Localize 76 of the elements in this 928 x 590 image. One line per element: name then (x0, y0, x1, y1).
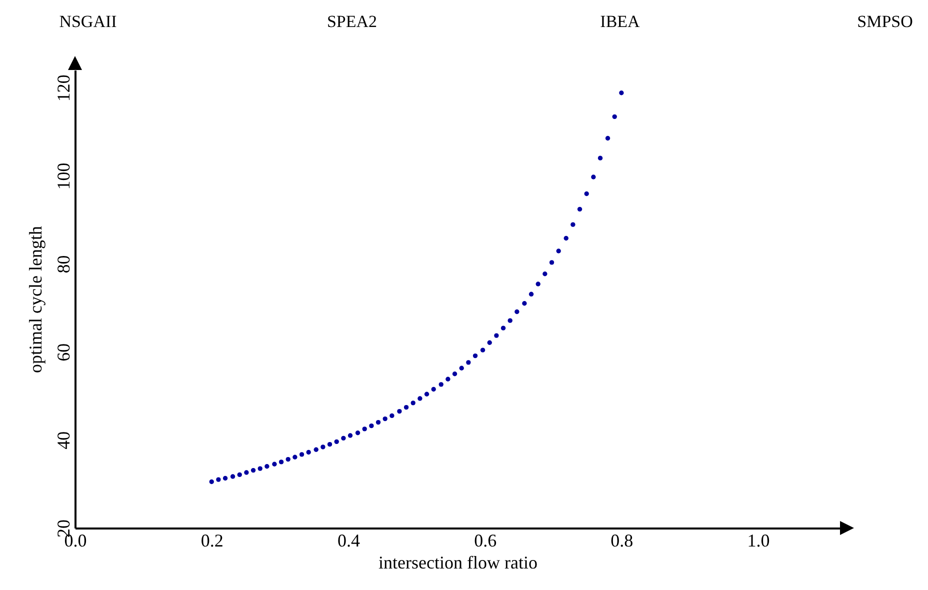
point (314, 447, 318, 452)
point (431, 386, 436, 392)
y-axis-title: optimal cycle length (26, 226, 46, 373)
point (522, 301, 527, 306)
point (494, 333, 499, 338)
point (508, 318, 512, 323)
point (619, 90, 624, 96)
point (480, 348, 486, 352)
point (598, 156, 603, 160)
point (376, 420, 381, 425)
point (459, 366, 464, 370)
point (264, 464, 270, 469)
point (397, 408, 402, 414)
point (362, 426, 367, 432)
point (591, 174, 596, 180)
point (564, 236, 568, 241)
y-tick-label: 40 (54, 431, 74, 450)
text: SPEA2 (326, 12, 378, 32)
point (209, 479, 214, 484)
point (306, 450, 311, 455)
point (446, 376, 450, 382)
x-tick-label: 0.2 (200, 530, 224, 550)
point (369, 423, 374, 428)
point (237, 472, 242, 478)
point (452, 372, 458, 376)
text: SMPSO (857, 12, 913, 32)
y-tick-label: 120 (54, 74, 74, 102)
point (341, 436, 346, 440)
point (584, 191, 589, 196)
point (487, 340, 492, 345)
point (355, 430, 360, 436)
point (424, 392, 430, 396)
point (577, 206, 582, 212)
point (278, 460, 284, 464)
point (222, 476, 228, 481)
point (410, 400, 416, 406)
text: IBEA (600, 12, 640, 32)
point (292, 454, 298, 460)
point (299, 452, 304, 457)
point (466, 360, 471, 365)
point (348, 433, 353, 438)
y-tick-label: 60 (54, 343, 74, 362)
point (250, 468, 256, 473)
x-tick-label: 1.0 (747, 530, 770, 550)
y-tick-label: 80 (54, 255, 74, 274)
x-axis-title: intersection flow ratio (378, 552, 538, 572)
text: NSGAII (59, 12, 117, 32)
point (382, 416, 388, 422)
point (536, 282, 540, 286)
point (404, 404, 409, 410)
point (258, 466, 262, 471)
point (556, 248, 561, 254)
point (390, 413, 394, 418)
point (286, 456, 290, 462)
point (542, 272, 548, 276)
x-tick-label: 0.8 (610, 530, 634, 550)
x-tick-label: 0.4 (337, 530, 360, 550)
point (528, 292, 534, 296)
y-tick-label: 100 (54, 162, 74, 190)
point (327, 442, 332, 447)
point (500, 326, 506, 330)
point (570, 222, 576, 227)
point (605, 136, 610, 141)
point (418, 396, 422, 401)
point (230, 474, 236, 479)
point (272, 462, 277, 466)
point (216, 477, 221, 482)
point (514, 309, 520, 314)
point (320, 444, 326, 450)
point (549, 260, 554, 265)
point (334, 439, 339, 444)
point (472, 353, 478, 358)
point (244, 470, 249, 475)
x-tick-label: 0.6 (474, 530, 497, 550)
point (438, 382, 444, 387)
point (612, 114, 617, 120)
